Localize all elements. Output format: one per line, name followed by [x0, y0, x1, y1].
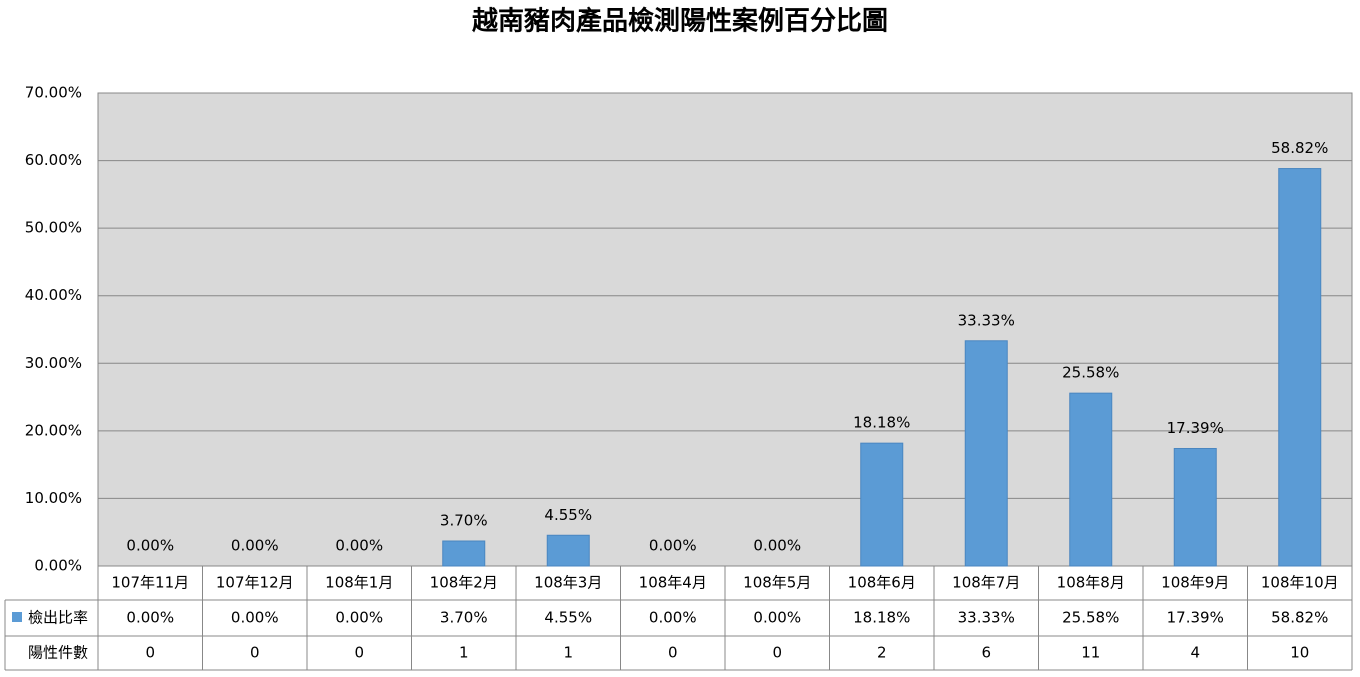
data-label: 0.00% — [335, 537, 383, 555]
y-tick-label: 60.00% — [25, 151, 82, 169]
table-row-label: 陽性件數 — [28, 644, 88, 662]
table-cell: 1 — [459, 644, 469, 662]
data-label: 0.00% — [126, 537, 174, 555]
table-cell: 0 — [772, 644, 782, 662]
table-cell: 1 — [563, 644, 573, 662]
table-cell: 6 — [981, 644, 991, 662]
table-cell: 10 — [1290, 644, 1309, 662]
x-tick-label: 108年8月 — [1057, 574, 1125, 592]
x-tick-label: 108年4月 — [639, 574, 707, 592]
x-tick-label: 108年2月 — [430, 574, 498, 592]
table-cell: 0.00% — [126, 609, 174, 627]
x-tick-label: 108年3月 — [534, 574, 602, 592]
y-tick-label: 40.00% — [25, 286, 82, 304]
table-cell: 17.39% — [1167, 609, 1224, 627]
data-label: 25.58% — [1062, 364, 1119, 382]
data-label: 4.55% — [544, 506, 592, 524]
table-cell: 0 — [145, 644, 155, 662]
y-tick-label: 0.00% — [34, 557, 82, 575]
y-tick-label: 70.00% — [25, 84, 82, 102]
bar — [860, 442, 904, 567]
data-label: 33.33% — [958, 311, 1015, 329]
table-cell: 0.00% — [231, 609, 279, 627]
data-label: 0.00% — [231, 537, 279, 555]
table-cell: 4.55% — [544, 609, 592, 627]
x-tick-label: 108年1月 — [325, 574, 393, 592]
table-cell: 2 — [877, 644, 887, 662]
table-cell: 4 — [1190, 644, 1200, 662]
x-tick-label: 108年9月 — [1161, 574, 1229, 592]
x-tick-label: 108年10月 — [1261, 574, 1339, 592]
x-tick-label: 108年5月 — [743, 574, 811, 592]
table-cell: 18.18% — [853, 609, 910, 627]
y-tick-label: 20.00% — [25, 421, 82, 439]
data-label: 0.00% — [649, 537, 697, 555]
bar — [1069, 392, 1113, 567]
table-cell: 58.82% — [1271, 609, 1328, 627]
x-tick-label: 107年11月 — [111, 574, 189, 592]
y-tick-label: 10.00% — [25, 489, 82, 507]
table-cell: 33.33% — [958, 609, 1015, 627]
bar — [1278, 168, 1322, 567]
table-cell: 0 — [354, 644, 364, 662]
table-cell: 3.70% — [440, 609, 488, 627]
y-tick-label: 50.00% — [25, 219, 82, 237]
chart-title: 越南豬肉產品檢測陽性案例百分比圖 — [472, 6, 888, 37]
bar — [964, 340, 1008, 567]
plot-area — [97, 92, 1353, 567]
table-cell: 0 — [668, 644, 678, 662]
x-tick-label: 107年12月 — [216, 574, 294, 592]
bar — [1173, 447, 1217, 567]
table-cell: 0.00% — [649, 609, 697, 627]
table-cell: 0 — [250, 644, 260, 662]
x-tick-label: 108年6月 — [848, 574, 916, 592]
y-tick-label: 30.00% — [25, 354, 82, 372]
legend-swatch — [12, 612, 22, 622]
data-label: 18.18% — [853, 414, 910, 432]
data-label: 17.39% — [1167, 419, 1224, 437]
table-cell: 11 — [1081, 644, 1100, 662]
data-label: 3.70% — [440, 511, 488, 529]
bar — [442, 540, 486, 567]
data-label: 58.82% — [1271, 139, 1328, 157]
data-label: 0.00% — [753, 537, 801, 555]
table-cell: 0.00% — [335, 609, 383, 627]
legend-label: 檢出比率 — [28, 609, 88, 627]
table-cell: 0.00% — [753, 609, 801, 627]
x-tick-label: 108年7月 — [952, 574, 1020, 592]
table-cell: 25.58% — [1062, 609, 1119, 627]
bar — [546, 534, 590, 567]
